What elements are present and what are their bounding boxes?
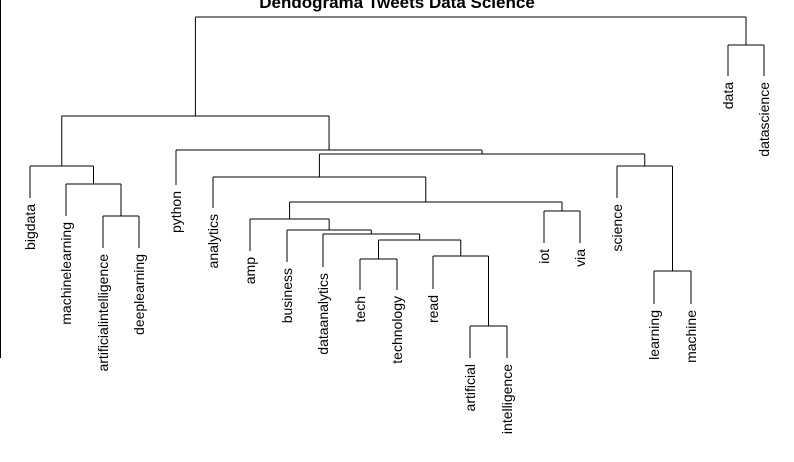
leaf-label-business: business xyxy=(279,268,295,323)
leaf-label-machine: machine xyxy=(683,310,699,363)
leaf-label-technology: technology xyxy=(389,296,405,364)
leaf-label-tech: tech xyxy=(352,296,368,322)
leaf-labels: bigdata machinelearning artificialintellig… xyxy=(22,82,772,434)
leaf-label-dataanalytics: dataanalytics xyxy=(315,273,331,355)
leaf-label-machinelearning: machinelearning xyxy=(58,222,74,325)
leaf-label-data: data xyxy=(720,82,736,109)
leaf-label-learning: learning xyxy=(646,310,662,360)
leaf-label-intelligence: intelligence xyxy=(499,364,515,434)
leaf-label-bigdata: bigdata xyxy=(22,204,38,250)
leaf-label-amp: amp xyxy=(242,257,258,284)
leaf-label-iot: iot xyxy=(536,249,552,264)
dendrogram-branches xyxy=(29,16,765,358)
leaf-label-via: via xyxy=(572,249,588,267)
leaf-label-python: python xyxy=(168,191,184,233)
leaf-label-analytics: analytics xyxy=(205,214,221,268)
chart-title: Dendograma Tweets Data Science xyxy=(259,0,535,12)
leaf-label-artificial: artificial xyxy=(462,364,478,411)
leaf-label-artificialintelligence: artificialintelligence xyxy=(95,254,111,372)
leaf-label-deeplearning: deeplearning xyxy=(131,254,147,335)
leaf-label-science: science xyxy=(609,204,625,252)
leaf-label-read: read xyxy=(425,295,441,323)
leaf-label-datascience: datascience xyxy=(756,82,772,157)
